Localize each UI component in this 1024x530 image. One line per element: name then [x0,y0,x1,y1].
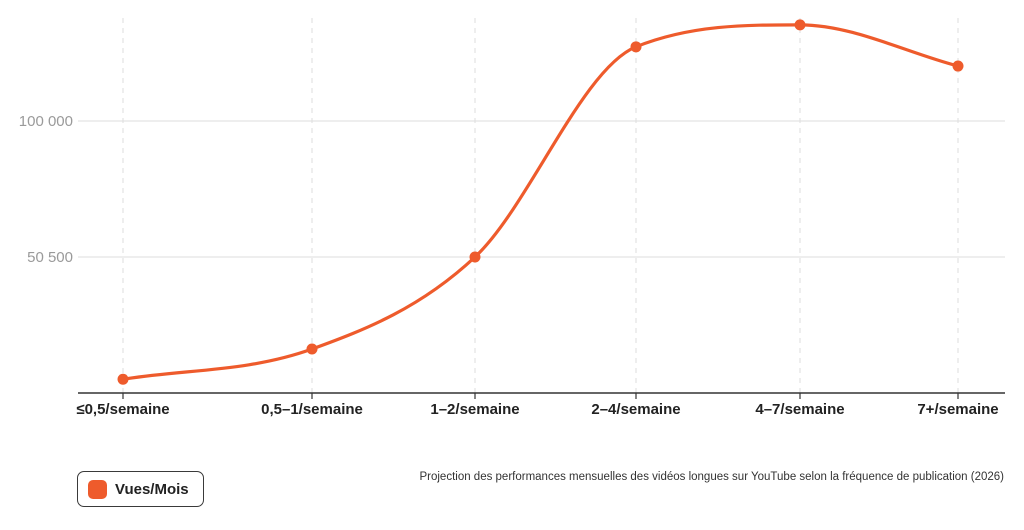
y-tick-label: 100 000 [19,113,73,130]
legend[interactable]: Vues/Mois [77,471,204,507]
data-point [117,373,129,385]
data-point [952,60,964,72]
y-tick-label: 50 500 [27,249,73,266]
data-point [306,343,318,355]
legend-label: Vues/Mois [115,480,189,498]
chart-caption: Projection des performances mensuelles d… [419,471,1004,483]
data-point [794,19,806,31]
x-tick-label: 1–2/semaine [430,401,519,418]
legend-swatch [88,479,107,499]
x-tick-label: ≤0,5/semaine [76,401,169,418]
label-layer: 50 500 100 000 ≤0,5/semaine 0,5–1/semaine 1–… [19,113,999,418]
series-line [121,23,960,381]
grid-layer [78,18,1005,393]
data-point [630,41,642,53]
x-tick-label: 7+/semaine [917,401,998,418]
x-tick-label: 2–4/semaine [591,401,680,418]
x-tick-label: 0,5–1/semaine [261,401,363,418]
axis-layer [78,392,1005,399]
data-point [469,251,481,263]
x-tick-label: 4–7/semaine [755,401,844,418]
series-layer [117,19,964,385]
